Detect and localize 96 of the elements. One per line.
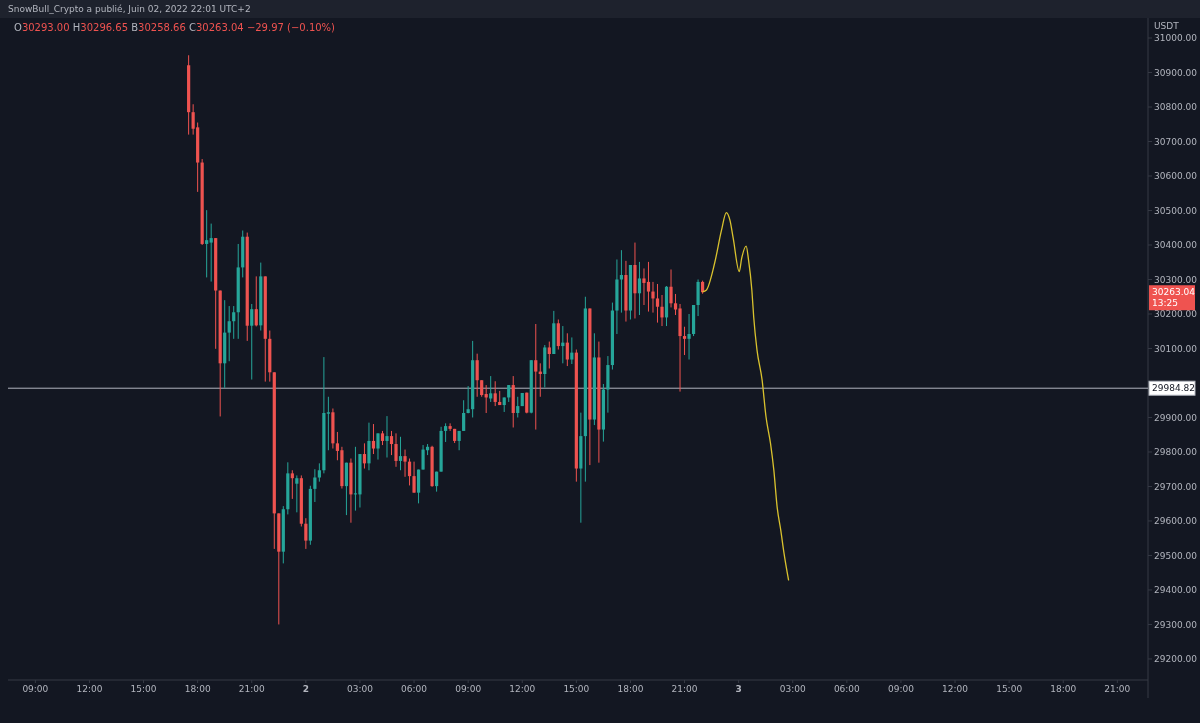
x-tick-label: 3: [735, 684, 742, 694]
text: 13:25: [1152, 298, 1178, 309]
y-tick-label: 29200.00: [1154, 654, 1198, 665]
y-tick-label: 29700.00: [1154, 481, 1198, 492]
y-tick-label: 30400.00: [1154, 240, 1198, 251]
ref-line-label: 29984.82: [1152, 383, 1195, 394]
candlestick: [389, 430, 394, 456]
x-tick-label: 12:00: [76, 684, 103, 694]
x-tick-label: 09:00: [887, 684, 915, 694]
candlestick: [421, 444, 425, 471]
candlestick: [304, 517, 308, 550]
x-tick-label: 18:00: [617, 684, 644, 694]
x-tick-label: 15:00: [563, 684, 590, 694]
y-tick-label: 30300.00: [1154, 274, 1198, 285]
y-tick-label: 30600.00: [1154, 171, 1198, 182]
x-tick-label: 12:00: [942, 684, 969, 694]
candlestick: [398, 436, 403, 471]
x-tick-label: 21:00: [671, 684, 698, 694]
y-tick-label: 31000.00: [1154, 33, 1198, 44]
candlestick: [326, 396, 330, 451]
candlestick: [376, 432, 380, 461]
candlestick: [344, 462, 349, 516]
x-tick-label: 18:00: [1050, 684, 1077, 694]
x-tick-label: 06:00: [833, 684, 861, 694]
y-tick-label: 29400.00: [1154, 585, 1198, 596]
x-tick-label: 21:00: [238, 684, 265, 694]
candlestick: [660, 294, 664, 327]
candlestick: [412, 461, 416, 494]
y-tick-label: 29900.00: [1154, 412, 1198, 423]
candlestick: [493, 380, 497, 407]
candlestick: [295, 474, 299, 513]
chart-subtitle: O30293.00 H30296.65 B30258.66 C30263.04 −29.97 (−0.10%): [14, 22, 336, 33]
candlestick: [317, 462, 321, 483]
x-tick-label: 09:00: [455, 684, 482, 694]
candlestick: [371, 423, 376, 455]
candlestick: [570, 336, 574, 365]
y-tick-label: 29800.00: [1154, 447, 1198, 458]
candlestick: [367, 422, 371, 471]
y-tick-label: 30200.00: [1154, 309, 1198, 320]
candlestick: [642, 267, 646, 306]
chart-title: SnowBull_Crypto a publié, Juin 02, 2022 22:01 UTC+2: [8, 4, 251, 14]
candlestick: [547, 341, 551, 369]
y-tick-label: 30100.00: [1154, 343, 1198, 354]
x-tick-label: 06:00: [401, 684, 428, 694]
candlestick: [687, 313, 691, 361]
x-tick-label: 21:00: [1104, 684, 1131, 694]
x-tick-label: 03:00: [346, 684, 374, 694]
candlestick: [313, 468, 317, 503]
y-tick-label: 29600.00: [1154, 516, 1198, 527]
candlestick: [651, 281, 655, 314]
y-tick-label: 30800.00: [1154, 102, 1198, 113]
x-tick-label: 2: [302, 684, 309, 694]
candlestick: [682, 326, 687, 356]
candlestick: [290, 469, 294, 500]
candlestick: [403, 449, 407, 478]
candlestick: [556, 319, 560, 351]
text: 30263.04: [1152, 287, 1196, 298]
candlestick: [448, 422, 452, 432]
x-tick-label: 15:00: [996, 684, 1023, 694]
candlestick: [696, 278, 700, 317]
y-axis-title: USDT: [1154, 21, 1180, 31]
candlestick: [353, 446, 358, 512]
candlestick: [466, 385, 470, 414]
x-tick-label: 15:00: [130, 684, 157, 694]
y-tick-label: 29300.00: [1154, 619, 1198, 630]
candlestick: [232, 305, 236, 340]
candlestick: [534, 323, 538, 431]
candlestick: [637, 261, 642, 316]
candlestick: [227, 305, 231, 362]
y-tick-label: 30900.00: [1154, 67, 1198, 78]
candlestick: [205, 209, 209, 278]
candlestick: [444, 422, 448, 443]
x-tick-label: 12:00: [509, 684, 536, 694]
candlestick: [362, 442, 367, 470]
candlestick: [475, 353, 479, 398]
y-tick-label: 30500.00: [1154, 205, 1198, 216]
y-tick-label: 30700.00: [1154, 136, 1198, 147]
candlestick: [416, 469, 421, 504]
candlestick: [646, 261, 651, 313]
line-series: [702, 211, 790, 581]
candlestick: [516, 396, 520, 418]
candlestick: [462, 399, 466, 432]
y-tick-label: 29500.00: [1154, 550, 1198, 561]
candlestick: [254, 275, 258, 327]
candlestick: [669, 268, 673, 308]
x-tick-label: 09:00: [22, 684, 49, 694]
candlestick: [489, 375, 493, 403]
candlestick: [655, 283, 660, 324]
x-tick-label: 03:00: [779, 684, 806, 694]
candlestick: [209, 223, 213, 283]
x-tick-label: 18:00: [184, 684, 211, 694]
candlestick: [385, 415, 389, 458]
candlestick: [565, 332, 569, 367]
candlestick: [394, 432, 398, 468]
candlestick: [250, 303, 254, 381]
candlestick: [407, 458, 412, 486]
